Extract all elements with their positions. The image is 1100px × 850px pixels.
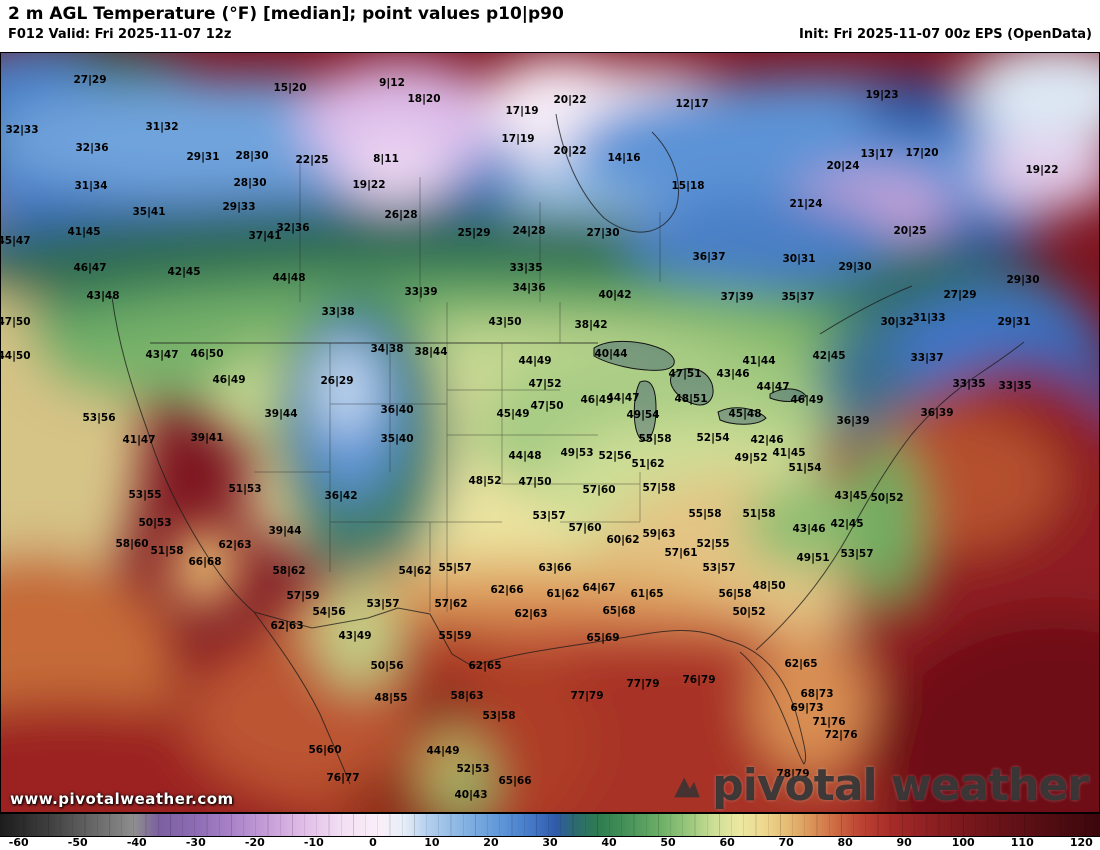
- colorbar-ticks: -60 -50 -40 -30 -20 -10 0 10 20 30 40 50 60 70 80 90 100…: [0, 836, 1100, 850]
- header: 2 m AGL Temperature (°F) [median]; point…: [0, 0, 1100, 53]
- colorbar-tick-label: -60: [8, 836, 29, 849]
- colorbar-tick-label: -10: [303, 836, 324, 849]
- temperature-map[interactable]: [0, 52, 1100, 813]
- watermark-url: www.pivotalweather.com: [10, 790, 234, 808]
- colorbar-tick-label: 50: [660, 836, 676, 849]
- valid-time-label: F012 Valid: Fri 2025-11-07 12z: [8, 27, 232, 42]
- colorbar-tick-label: -30: [185, 836, 206, 849]
- colorbar-tick-label: 20: [483, 836, 499, 849]
- colorbar-tick-label: 80: [837, 836, 853, 849]
- colorbar-tick-label: 60: [719, 836, 735, 849]
- colorbar: [0, 813, 1100, 837]
- colorbar-tick-label: -40: [126, 836, 147, 849]
- colorbar-tick-label: 30: [542, 836, 558, 849]
- colorbar-tick-label: 70: [778, 836, 794, 849]
- colorbar-tick-label: 110: [1010, 836, 1034, 849]
- colorbar-tick-label: 90: [896, 836, 912, 849]
- map-title: 2 m AGL Temperature (°F) [median]; point…: [8, 4, 564, 24]
- pivotal-logo-icon: [674, 777, 701, 797]
- colorbar-tick-label: 100: [951, 836, 975, 849]
- colorbar-tick-label: 120: [1069, 836, 1093, 849]
- colorbar-tick-label: -50: [67, 836, 88, 849]
- brand-text: pivotal weather: [712, 760, 1089, 811]
- init-time-label: Init: Fri 2025-11-07 00z EPS (OpenData): [799, 27, 1092, 42]
- colorbar-tick-label: 0: [369, 836, 377, 849]
- colorbar-tick-label: 40: [601, 836, 617, 849]
- colorbar-tick-label: 10: [424, 836, 440, 849]
- colorbar-tick-label: -20: [244, 836, 265, 849]
- temperature-field: [0, 52, 1100, 813]
- pivotal-weather-logo: pivotal weather: [670, 760, 1089, 811]
